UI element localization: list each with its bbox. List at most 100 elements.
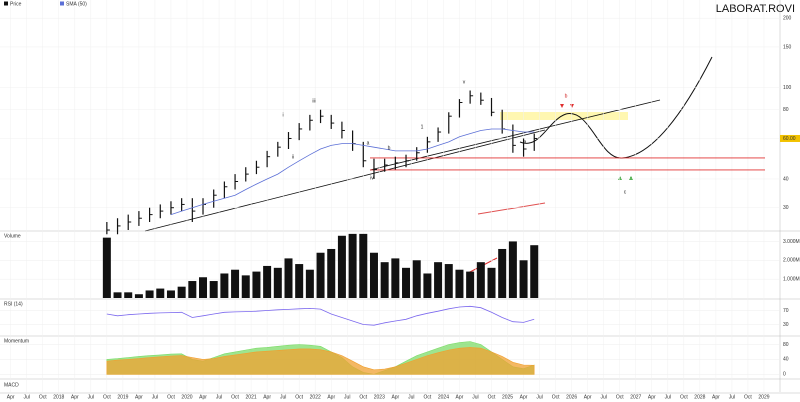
x-tick-label: Apr [712,394,720,400]
trend-line [144,129,546,232]
wave-label: ii [292,154,294,160]
volume-bar [166,290,175,298]
x-tick-label: 2025 [502,394,513,400]
y-tick-label: 40 [783,176,789,182]
x-tick-label: Oct [359,394,367,400]
volume-bar [263,265,272,298]
x-tick-label: Jul [152,394,158,400]
volume-bar [188,281,197,298]
volume-bar [295,264,304,298]
down-arrows [560,104,574,108]
x-tick-label: Apr [391,394,399,400]
volume-bar [498,248,507,298]
momentum-area [106,347,535,375]
x-tick-label: Jul [280,394,286,400]
sma-line [170,128,535,215]
x-tick-label: Apr [71,394,79,400]
panel-title: Volume [4,233,21,239]
volume-bar [134,294,143,298]
y-tick-label: 2.000M [783,258,800,264]
y-tick-label: 80 [783,107,789,113]
x-tick-label: 2020 [181,394,192,400]
x-tick-label: Jul [216,394,222,400]
volume-bar [284,258,293,298]
x-tick-label: 2021 [246,394,257,400]
volume-bar [348,233,357,298]
x-tick-label: 2023 [374,394,385,400]
volume-bar [199,277,208,298]
legend-label: SMA (50) [66,1,87,7]
y-tick-label: 80 [783,342,789,348]
volume-bar [337,235,346,298]
x-tick-label: 2028 [694,394,705,400]
trend-line [477,202,546,215]
y-tick-label: 200 [783,16,792,22]
wave-label: a [524,139,527,145]
volume-bar [124,292,133,298]
x-tick-label: Apr [327,394,335,400]
volume-bar [252,271,261,298]
volume-bar [402,267,411,298]
y-tick-label: 3.000M [783,239,800,245]
y-tick-label: 0 [783,372,786,378]
panel-title: RSI (14) [4,301,23,307]
x-tick-label: Apr [199,394,207,400]
x-tick-label: 2026 [566,394,577,400]
x-tick-label: Apr [456,394,464,400]
y-tick-label: 30 [783,322,789,328]
x-tick-label: 2022 [310,394,321,400]
wave-label: iii [312,98,315,104]
y-tick-label: 70 [783,308,789,314]
volume-bar [102,237,111,298]
x-tick-label: Jul [600,394,606,400]
y-tick-label: 150 [783,44,792,50]
legend-swatch [60,1,64,6]
volume-bar [380,262,389,298]
volume-bar [273,267,282,298]
x-tick-label: Apr [135,394,143,400]
x-tick-label: Jul [665,394,671,400]
volume-bar [177,286,186,298]
x-tick-label: Jul [88,394,94,400]
volume-bar [113,292,122,298]
x-tick-label: Jul [344,394,350,400]
x-tick-label: Jul [408,394,414,400]
legend-label: Price [10,1,22,7]
x-tick-label: Jul [729,394,735,400]
x-tick-label: Apr [584,394,592,400]
last-price-label: 60.00 [783,136,796,142]
x-tick-label: Apr [7,394,15,400]
target-zone [500,112,628,120]
volume-bar [231,269,240,298]
wave-label: v [463,79,466,85]
volume-bar [220,273,229,298]
volume-bar [530,245,539,298]
volume-bar [369,252,378,298]
legend-swatch [4,1,8,6]
x-tick-label: Jul [536,394,542,400]
volume-bar [455,269,464,298]
volume-bar [434,262,443,298]
volume-bar [476,262,485,298]
volume-bar [359,233,368,298]
last-price-box [780,134,800,142]
projection-path [519,56,713,159]
x-tick-label: Oct [424,394,432,400]
volume-bar [327,248,336,298]
x-tick-label: Oct [488,394,496,400]
volume-bar [156,288,165,298]
x-tick-label: Apr [648,394,656,400]
x-tick-label: Apr [263,394,271,400]
wave-label: b [565,93,568,99]
volume-bar [209,281,218,298]
wave-label: b [388,145,391,151]
panel-title: Momentum [4,338,29,344]
wave-label: iv [370,175,374,181]
x-tick-label: 2029 [758,394,769,400]
x-tick-label: Oct [680,394,688,400]
x-tick-label: 2019 [117,394,128,400]
x-tick-label: Oct [616,394,624,400]
x-tick-label: 2018 [53,394,64,400]
